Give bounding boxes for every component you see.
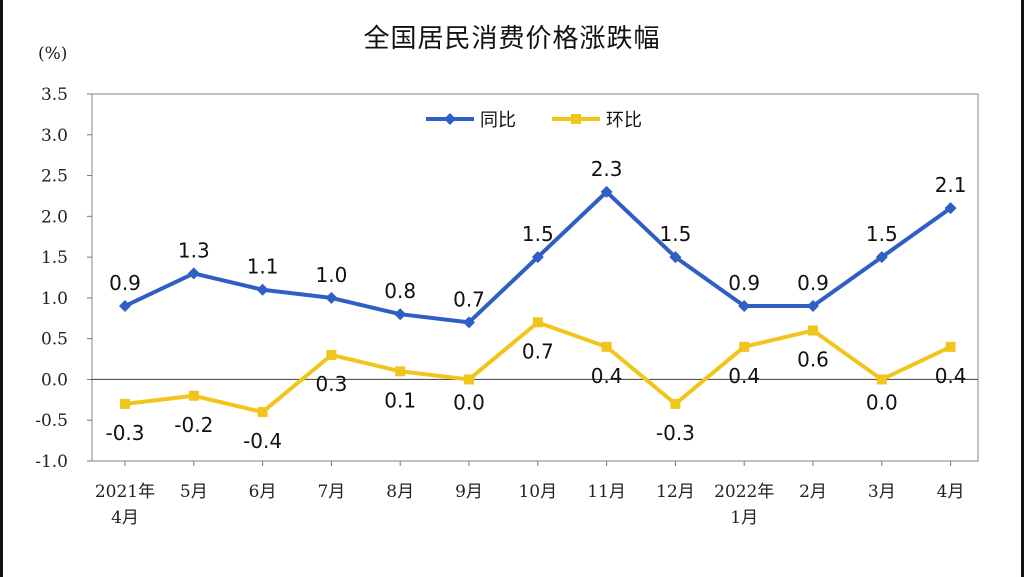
data-label-mom: -0.2 bbox=[174, 413, 213, 437]
data-label-yoy: 1.5 bbox=[659, 222, 691, 246]
y-tick-label: 0.5 bbox=[41, 330, 68, 350]
data-label-yoy: 0.9 bbox=[797, 271, 829, 295]
data-label-mom: 0.4 bbox=[591, 364, 623, 388]
data-label-mom: 0.4 bbox=[935, 364, 967, 388]
x-tick-label: 4月 bbox=[111, 508, 139, 528]
data-point-yoy bbox=[187, 267, 200, 280]
data-point-yoy bbox=[669, 251, 682, 264]
data-point-mom bbox=[876, 374, 887, 385]
data-point-mom bbox=[257, 407, 268, 418]
x-tick-label: 12月 bbox=[656, 482, 695, 502]
data-label-mom: -0.3 bbox=[105, 421, 144, 445]
y-axis-unit: (%) bbox=[38, 44, 68, 64]
data-label-mom: 0.7 bbox=[522, 339, 554, 363]
y-tick-label: 1.5 bbox=[41, 248, 68, 268]
y-tick-label: 3.5 bbox=[41, 85, 68, 105]
x-tick-label: 6月 bbox=[249, 482, 277, 502]
chart-title: 全国居民消费价格涨跌幅 bbox=[363, 24, 661, 54]
data-label-yoy: 0.9 bbox=[109, 271, 141, 295]
legend-marker bbox=[571, 114, 581, 124]
data-label-mom: 0.0 bbox=[866, 390, 898, 414]
data-label-yoy: 0.9 bbox=[728, 271, 760, 295]
data-label-yoy: 1.1 bbox=[247, 255, 279, 279]
y-tick-label: 2.5 bbox=[41, 167, 68, 187]
data-point-mom bbox=[120, 398, 130, 409]
plot-area bbox=[91, 93, 979, 462]
data-point-mom bbox=[326, 349, 337, 360]
y-tick-label: 1.0 bbox=[41, 289, 68, 309]
data-label-yoy: 1.0 bbox=[315, 263, 347, 287]
data-label-mom: 0.0 bbox=[453, 390, 485, 414]
data-point-mom bbox=[739, 341, 750, 352]
data-point-yoy bbox=[463, 316, 475, 329]
x-tick-label: 2021年 bbox=[95, 482, 155, 502]
x-tick-label: 5月 bbox=[180, 482, 208, 502]
data-point-yoy bbox=[531, 251, 544, 264]
data-label-mom: -0.4 bbox=[243, 429, 282, 453]
data-point-mom bbox=[188, 390, 199, 401]
data-point-yoy bbox=[119, 300, 131, 313]
y-tick-label: -0.5 bbox=[35, 411, 68, 431]
data-point-mom bbox=[670, 398, 681, 409]
data-point-yoy bbox=[807, 300, 819, 313]
data-point-yoy bbox=[738, 300, 751, 313]
x-tick-label: 4月 bbox=[937, 482, 965, 502]
x-tick-label: 9月 bbox=[455, 482, 483, 502]
y-tick-label: 3.0 bbox=[41, 126, 68, 146]
x-tick-label: 2月 bbox=[799, 482, 827, 502]
data-label-mom: 0.4 bbox=[728, 364, 760, 388]
data-label-yoy: 2.1 bbox=[935, 173, 967, 197]
legend-label-mom: 环比 bbox=[606, 110, 642, 131]
data-label-mom: 0.6 bbox=[797, 348, 829, 372]
data-point-mom bbox=[464, 374, 474, 385]
data-point-yoy bbox=[875, 251, 888, 264]
y-tick-label: 2.0 bbox=[41, 207, 68, 227]
data-point-mom bbox=[808, 325, 818, 336]
data-label-mom: 0.3 bbox=[315, 372, 347, 396]
y-tick-label: -1.0 bbox=[35, 452, 68, 472]
data-label-mom: -0.3 bbox=[656, 421, 695, 445]
legend-marker bbox=[444, 113, 456, 125]
data-label-yoy: 2.3 bbox=[591, 157, 623, 181]
x-tick-label: 1月 bbox=[730, 508, 758, 528]
legend-label-yoy: 同比 bbox=[480, 110, 516, 131]
x-tick-label: 8月 bbox=[386, 482, 414, 502]
data-point-mom bbox=[395, 366, 406, 377]
y-tick-label: 0.0 bbox=[41, 370, 68, 390]
data-point-yoy bbox=[944, 202, 957, 215]
x-tick-label: 7月 bbox=[317, 482, 345, 502]
data-label-yoy: 1.3 bbox=[178, 238, 210, 262]
x-tick-label: 11月 bbox=[587, 482, 626, 502]
data-point-mom bbox=[532, 317, 543, 328]
data-point-yoy bbox=[394, 308, 407, 321]
data-point-yoy bbox=[256, 283, 269, 296]
data-point-yoy bbox=[600, 185, 613, 198]
x-tick-label: 3月 bbox=[868, 482, 896, 502]
data-label-yoy: 0.7 bbox=[453, 287, 485, 311]
data-point-yoy bbox=[325, 291, 338, 304]
data-label-yoy: 0.8 bbox=[384, 279, 416, 303]
data-label-yoy: 1.5 bbox=[866, 222, 898, 246]
data-point-mom bbox=[601, 341, 612, 352]
data-point-mom bbox=[945, 341, 956, 352]
x-tick-label: 10月 bbox=[518, 482, 557, 502]
x-tick-label: 2022年 bbox=[714, 482, 774, 502]
data-label-yoy: 1.5 bbox=[522, 222, 554, 246]
data-label-mom: 0.1 bbox=[384, 388, 416, 412]
